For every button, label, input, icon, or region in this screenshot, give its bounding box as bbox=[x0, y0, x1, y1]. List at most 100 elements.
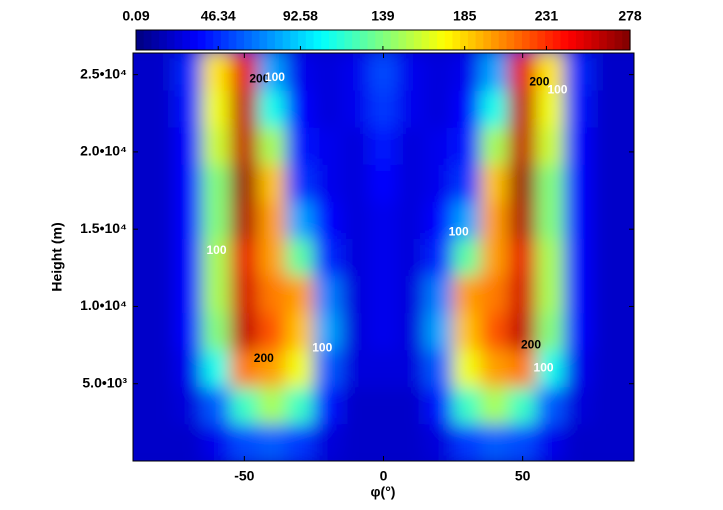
contour-label: 200 bbox=[529, 75, 549, 89]
heat-cell bbox=[396, 163, 426, 202]
colorbar-swatch bbox=[166, 30, 176, 50]
colorbar-swatch bbox=[367, 30, 376, 50]
colorbar-swatch bbox=[498, 30, 508, 50]
heat-cell bbox=[341, 53, 371, 91]
colorbar-swatch bbox=[213, 30, 222, 50]
heat-cell bbox=[285, 312, 315, 351]
heat-cell bbox=[133, 126, 148, 165]
heat-cell bbox=[424, 126, 454, 165]
heat-cell bbox=[591, 89, 621, 128]
heat-cell bbox=[508, 89, 538, 128]
heat-cell bbox=[452, 275, 482, 314]
heat-cell bbox=[619, 386, 634, 425]
heat-cell bbox=[174, 312, 204, 351]
x-tick-label: 0 bbox=[380, 468, 388, 484]
heat-cell bbox=[619, 275, 634, 314]
heat-cell bbox=[508, 200, 538, 239]
heat-cell bbox=[133, 53, 148, 91]
heat-cell bbox=[202, 237, 231, 277]
heat-cell bbox=[229, 312, 259, 351]
colorbar-swatch bbox=[236, 30, 245, 50]
heat-cell bbox=[313, 237, 343, 277]
heat-cell bbox=[133, 349, 148, 388]
heat-cell bbox=[369, 275, 398, 314]
heat-cell bbox=[146, 126, 176, 165]
heat-cell bbox=[174, 386, 204, 425]
colorbar-tick-label: 46.34 bbox=[201, 8, 236, 24]
heat-cell bbox=[480, 163, 510, 202]
y-axis-label: Height (m) bbox=[49, 222, 65, 291]
heat-cell bbox=[341, 386, 371, 425]
colorbar-tick-label: 92.58 bbox=[283, 8, 318, 24]
heat-cell bbox=[619, 53, 634, 91]
heat-cell bbox=[424, 237, 454, 277]
y-tick-label: 1.0•10⁴ bbox=[80, 297, 127, 313]
heat-cell bbox=[536, 386, 565, 425]
heat-cell bbox=[396, 349, 426, 388]
colorbar-swatch bbox=[413, 30, 423, 50]
colorbar-swatch bbox=[336, 30, 346, 50]
colorbar-swatch bbox=[136, 30, 145, 50]
heat-cell bbox=[202, 312, 231, 351]
heat-cell bbox=[591, 53, 621, 91]
colorbar-swatch bbox=[429, 30, 438, 50]
heat-cell bbox=[591, 312, 621, 351]
colorbar-swatch bbox=[244, 30, 253, 50]
heat-cell bbox=[369, 200, 398, 239]
heat-cell bbox=[563, 53, 593, 91]
heat-cell bbox=[369, 423, 398, 461]
heat-cell bbox=[174, 200, 204, 239]
heat-cell bbox=[591, 126, 621, 165]
heat-cell bbox=[313, 386, 343, 425]
colorbar-swatch bbox=[290, 30, 299, 50]
contour-label: 100 bbox=[534, 360, 554, 374]
heat-cell bbox=[369, 89, 398, 128]
heat-cell bbox=[174, 349, 204, 388]
heat-cell bbox=[480, 423, 510, 461]
colorbar-swatch bbox=[205, 30, 214, 50]
heat-cell bbox=[229, 89, 259, 128]
colorbar-swatch bbox=[552, 30, 562, 50]
heat-cell bbox=[536, 423, 565, 461]
heat-cell bbox=[591, 349, 621, 388]
colorbar-swatch bbox=[313, 30, 322, 50]
heat-cell bbox=[341, 275, 371, 314]
heat-cell bbox=[480, 386, 510, 425]
heat-cell bbox=[480, 89, 510, 128]
heat-cell bbox=[313, 275, 343, 314]
colorbar-swatch bbox=[182, 30, 191, 50]
heat-cell bbox=[341, 423, 371, 461]
heat-cell bbox=[257, 89, 287, 128]
heat-cell bbox=[257, 200, 287, 239]
heat-cell bbox=[536, 53, 565, 91]
heat-cell bbox=[424, 423, 454, 461]
heat-cell bbox=[424, 163, 454, 202]
heat-cell bbox=[285, 349, 315, 388]
heat-cell bbox=[591, 386, 621, 425]
heat-cell bbox=[536, 237, 565, 277]
heat-cell bbox=[285, 386, 315, 425]
heat-cell bbox=[257, 237, 287, 277]
heat-cell bbox=[313, 423, 343, 461]
heat-cell bbox=[619, 89, 634, 128]
heat-cell bbox=[508, 126, 538, 165]
heat-cell bbox=[536, 89, 565, 128]
colorbar-swatch bbox=[614, 30, 623, 50]
heat-cell bbox=[202, 200, 231, 239]
heat-cell bbox=[396, 275, 426, 314]
heat-cell bbox=[563, 126, 593, 165]
contour-label: 100 bbox=[547, 82, 567, 96]
heat-cell bbox=[146, 349, 176, 388]
colorbar-swatch bbox=[506, 30, 515, 50]
heat-cell bbox=[619, 312, 634, 351]
heat-cell bbox=[202, 53, 231, 91]
heat-cell bbox=[452, 53, 482, 91]
heat-cell bbox=[591, 275, 621, 314]
heat-cell bbox=[341, 126, 371, 165]
colorbar-tick-label: 231 bbox=[535, 8, 559, 24]
heat-cell bbox=[619, 237, 634, 277]
heat-cell bbox=[480, 312, 510, 351]
heat-cell bbox=[257, 163, 287, 202]
heat-cell bbox=[424, 349, 454, 388]
contour-label: 100 bbox=[312, 340, 332, 354]
